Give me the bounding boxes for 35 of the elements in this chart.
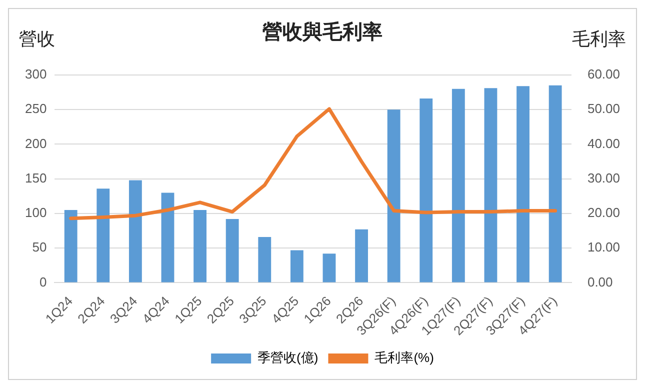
chart-title: 營收與毛利率 xyxy=(262,20,382,44)
legend-label: 毛利率(%) xyxy=(374,350,434,366)
bar xyxy=(420,98,433,282)
y-tick-label: 200 xyxy=(24,136,47,151)
y-tick-label: 150 xyxy=(24,170,47,186)
y-tick-label: 300 xyxy=(24,66,47,82)
bar xyxy=(355,229,368,282)
bar xyxy=(258,237,272,282)
bar xyxy=(516,86,530,282)
bar xyxy=(128,180,142,282)
y2-tick-label: 40.00 xyxy=(587,136,620,151)
y2-tick-label: 10.00 xyxy=(587,240,620,255)
bar xyxy=(226,219,239,282)
y-tick-label: 100 xyxy=(24,205,47,220)
bar xyxy=(161,192,174,282)
bar xyxy=(96,188,110,282)
bar xyxy=(484,88,498,282)
legend-label: 季營收(億) xyxy=(258,350,318,366)
y2-tick-label: 20.00 xyxy=(587,205,620,220)
y2-tick-label: 30.00 xyxy=(587,170,620,186)
bar xyxy=(290,250,304,282)
bar xyxy=(194,210,206,282)
bar xyxy=(387,110,400,282)
y-tick-label: 250 xyxy=(24,101,47,116)
y-tick-label: 50 xyxy=(32,240,47,255)
bar xyxy=(452,88,465,282)
y-tick-label: 0 xyxy=(39,274,47,290)
y2-tick-label: 0.00 xyxy=(587,274,613,290)
y2-tick-label: 60.00 xyxy=(587,66,620,82)
y2-axis-title: 毛利率 xyxy=(572,28,626,51)
y-axis-title: 營收 xyxy=(19,28,55,51)
y2-tick-label: 50.00 xyxy=(587,101,620,116)
bar xyxy=(548,85,562,282)
bar xyxy=(322,254,336,282)
bar xyxy=(64,210,78,282)
